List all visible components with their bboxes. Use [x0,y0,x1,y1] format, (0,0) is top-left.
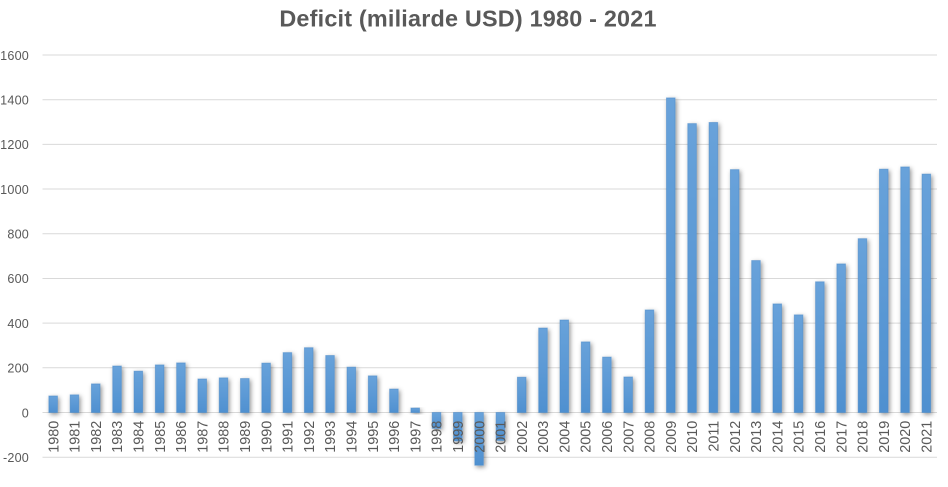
svg-text:0: 0 [22,406,29,420]
svg-text:800: 800 [7,228,29,242]
svg-text:2021: 2021 [920,421,936,453]
svg-text:400: 400 [7,317,29,331]
svg-text:1600: 1600 [0,49,29,63]
svg-text:600: 600 [7,272,29,286]
svg-text:1981: 1981 [68,421,84,453]
svg-text:2018: 2018 [856,421,872,453]
svg-text:1400: 1400 [0,93,29,107]
svg-text:1980: 1980 [46,421,62,453]
svg-text:2000: 2000 [472,421,488,453]
svg-text:200: 200 [7,362,29,376]
svg-text:1999: 1999 [451,421,467,453]
svg-text:1988: 1988 [217,421,233,453]
svg-text:1990: 1990 [259,421,275,453]
svg-text:2012: 2012 [728,421,744,453]
svg-text:2010: 2010 [685,421,701,453]
svg-text:1985: 1985 [153,421,169,453]
svg-text:1995: 1995 [366,421,382,453]
svg-text:2014: 2014 [770,421,786,453]
svg-text:2007: 2007 [621,421,637,453]
svg-text:1982: 1982 [89,421,105,453]
svg-text:2004: 2004 [557,421,573,453]
svg-text:1200: 1200 [0,138,29,152]
svg-text:2016: 2016 [813,421,829,453]
svg-text:1984: 1984 [131,421,147,453]
svg-text:1992: 1992 [302,421,318,453]
svg-text:2015: 2015 [792,421,808,453]
svg-text:2013: 2013 [749,421,765,453]
svg-text:1987: 1987 [195,421,211,453]
svg-text:1983: 1983 [110,421,126,453]
svg-text:1993: 1993 [323,421,339,453]
svg-text:2009: 2009 [664,421,680,453]
svg-text:2005: 2005 [579,421,595,453]
svg-text:1986: 1986 [174,421,190,453]
svg-text:-200: -200 [3,451,29,465]
svg-text:1991: 1991 [281,421,297,453]
svg-text:2011: 2011 [707,421,723,452]
svg-text:2003: 2003 [536,421,552,453]
svg-text:1996: 1996 [387,421,403,453]
svg-text:1998: 1998 [430,421,446,453]
svg-text:2017: 2017 [834,421,850,453]
svg-text:2019: 2019 [877,421,893,453]
svg-text:2008: 2008 [643,421,659,453]
svg-text:1000: 1000 [0,183,29,197]
svg-text:1994: 1994 [344,421,360,453]
svg-text:2001: 2001 [494,421,510,453]
svg-text:2002: 2002 [515,421,531,453]
svg-text:2006: 2006 [600,421,616,453]
svg-text:Deficit (miliarde USD) 1980 -: Deficit (miliarde USD) 1980 - 2021 [279,6,656,32]
svg-text:2020: 2020 [898,421,914,453]
svg-text:1989: 1989 [238,421,254,453]
svg-text:1997: 1997 [408,421,424,453]
